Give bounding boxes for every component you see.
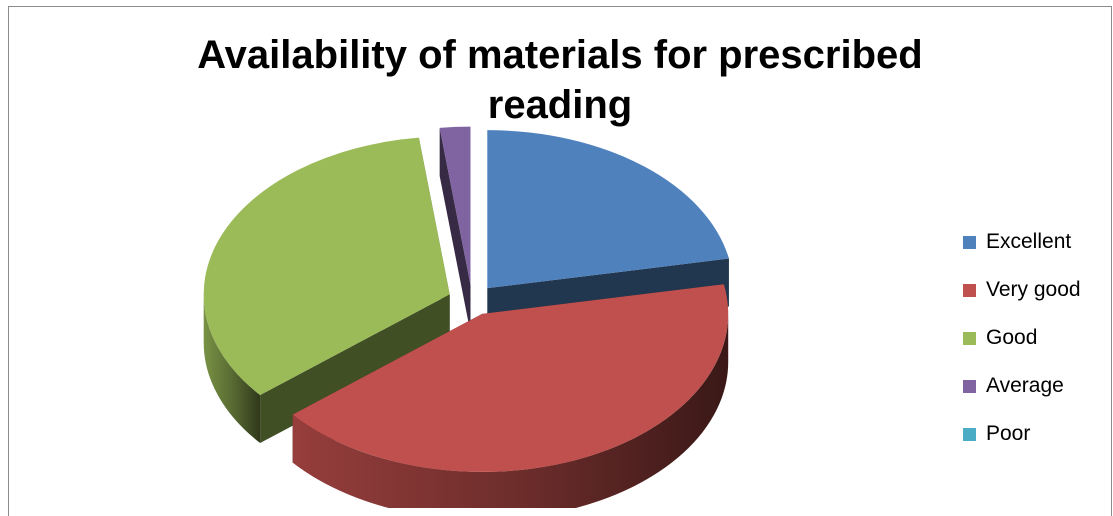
pie-slice-top-excellent — [487, 130, 729, 289]
chart-title: Availability of materials for prescribed… — [197, 33, 923, 127]
pie-slice-wall-good-start — [260, 294, 450, 444]
legend-label-average: Average — [986, 374, 1064, 397]
legend-swatch-very-good — [963, 283, 976, 297]
legend-item-excellent: Excellent — [963, 218, 1081, 266]
pie-slice-top-average — [439, 126, 471, 285]
legend-item-poor: Poor — [963, 410, 1081, 458]
legend-swatch-average — [963, 379, 976, 393]
legend-item-very-good: Very good — [963, 266, 1081, 314]
pie-slice-top-very-good — [292, 284, 729, 472]
pie-slice-side-very-good — [292, 313, 729, 508]
legend-label-poor: Poor — [986, 422, 1031, 445]
legend-item-good: Good — [963, 314, 1081, 362]
pie-slice-side-good — [203, 294, 261, 444]
pie-slice-good — [203, 137, 450, 444]
legend-label-very-good: Very good — [986, 278, 1081, 301]
pie-slice-average — [439, 126, 471, 333]
legend-label-excellent: Excellent — [986, 230, 1072, 253]
legend-swatch-excellent — [963, 235, 976, 249]
legend-label-good: Good — [986, 326, 1038, 349]
pie-slice-top-good — [203, 137, 450, 396]
legend-item-average: Average — [963, 362, 1081, 410]
pie-slice-very-good — [292, 284, 729, 508]
legend-swatch-good — [963, 331, 976, 345]
legend-swatch-poor — [963, 427, 976, 441]
pie-slice-wall-average-start — [439, 127, 471, 333]
legend: Excellent Very good Good Average Poor — [963, 218, 1081, 458]
